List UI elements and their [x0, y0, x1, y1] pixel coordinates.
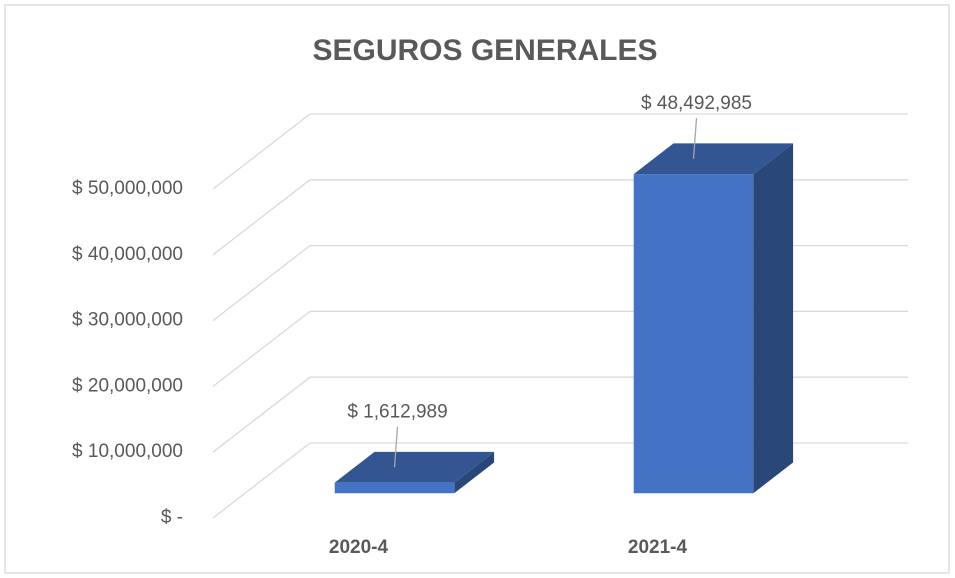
y-tick-label: $ 20,000,000	[72, 375, 183, 396]
y-tick-label: $ -	[161, 507, 183, 528]
y-tick-label: $ 40,000,000	[72, 244, 183, 265]
data-label: $ 1,612,989	[347, 402, 447, 423]
y-tick-label: $ 10,000,000	[72, 441, 183, 462]
bar-side	[454, 451, 495, 494]
chart-border	[4, 4, 950, 574]
bar	[334, 451, 495, 494]
bar-front	[633, 174, 754, 494]
leader-line	[692, 118, 698, 159]
bar	[633, 143, 794, 494]
bar-top	[633, 143, 794, 175]
bar-front	[334, 482, 455, 494]
grid-line	[212, 113, 908, 190]
y-tick-label: $ 30,000,000	[72, 310, 183, 331]
chart-title: SEGUROS GENERALES	[312, 34, 657, 67]
x-tick-label: 2020-4	[329, 537, 389, 558]
leader-line	[393, 426, 399, 468]
data-label: $ 48,492,985	[641, 93, 752, 114]
bar-side	[753, 143, 794, 494]
bar-top	[334, 451, 495, 483]
y-tick-label: $ 50,000,000	[72, 178, 183, 199]
x-tick-label: 2021-4	[628, 537, 688, 558]
